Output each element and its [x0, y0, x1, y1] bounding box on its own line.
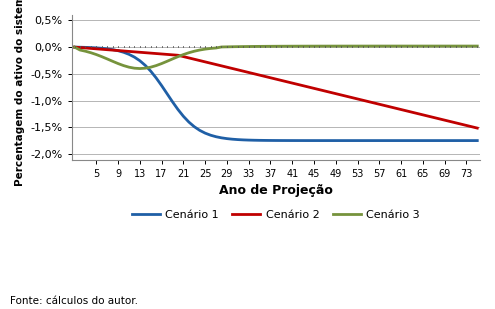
Cenário 2	[474, 126, 480, 130]
Y-axis label: Percentagem do ativo do sistema: Percentagem do ativo do sistema	[15, 0, 25, 186]
Cenário 1	[393, 139, 398, 142]
Legend: Cenário 1, Cenário 2, Cenário 3: Cenário 1, Cenário 2, Cenário 3	[128, 205, 424, 225]
Cenário 3	[474, 44, 480, 48]
Cenário 3	[436, 44, 442, 48]
Cenário 3	[398, 44, 404, 48]
Cenário 1	[474, 139, 480, 142]
Cenário 2	[104, 48, 110, 52]
Cenário 2	[72, 45, 78, 49]
Cenário 3	[137, 67, 143, 70]
Cenário 2	[431, 116, 437, 119]
Line: Cenário 2: Cenário 2	[75, 47, 477, 128]
Cenário 3	[382, 44, 388, 48]
Cenário 3	[393, 44, 398, 48]
Cenário 1	[72, 45, 78, 49]
X-axis label: Ano de Projeção: Ano de Projeção	[219, 184, 333, 197]
Cenário 1	[403, 139, 409, 142]
Cenário 1	[431, 139, 437, 142]
Cenário 3	[72, 45, 78, 49]
Text: Fonte: cálculos do autor.: Fonte: cálculos do autor.	[10, 296, 138, 306]
Cenário 2	[393, 106, 398, 110]
Cenário 3	[409, 44, 415, 48]
Cenário 2	[387, 105, 393, 109]
Line: Cenário 3: Cenário 3	[75, 46, 477, 69]
Line: Cenário 1: Cenário 1	[75, 47, 477, 141]
Cenário 2	[403, 109, 409, 113]
Cenário 1	[387, 139, 393, 142]
Cenário 3	[104, 57, 110, 61]
Cenário 1	[104, 47, 110, 51]
Cenário 2	[376, 102, 382, 106]
Cenário 1	[376, 139, 382, 142]
